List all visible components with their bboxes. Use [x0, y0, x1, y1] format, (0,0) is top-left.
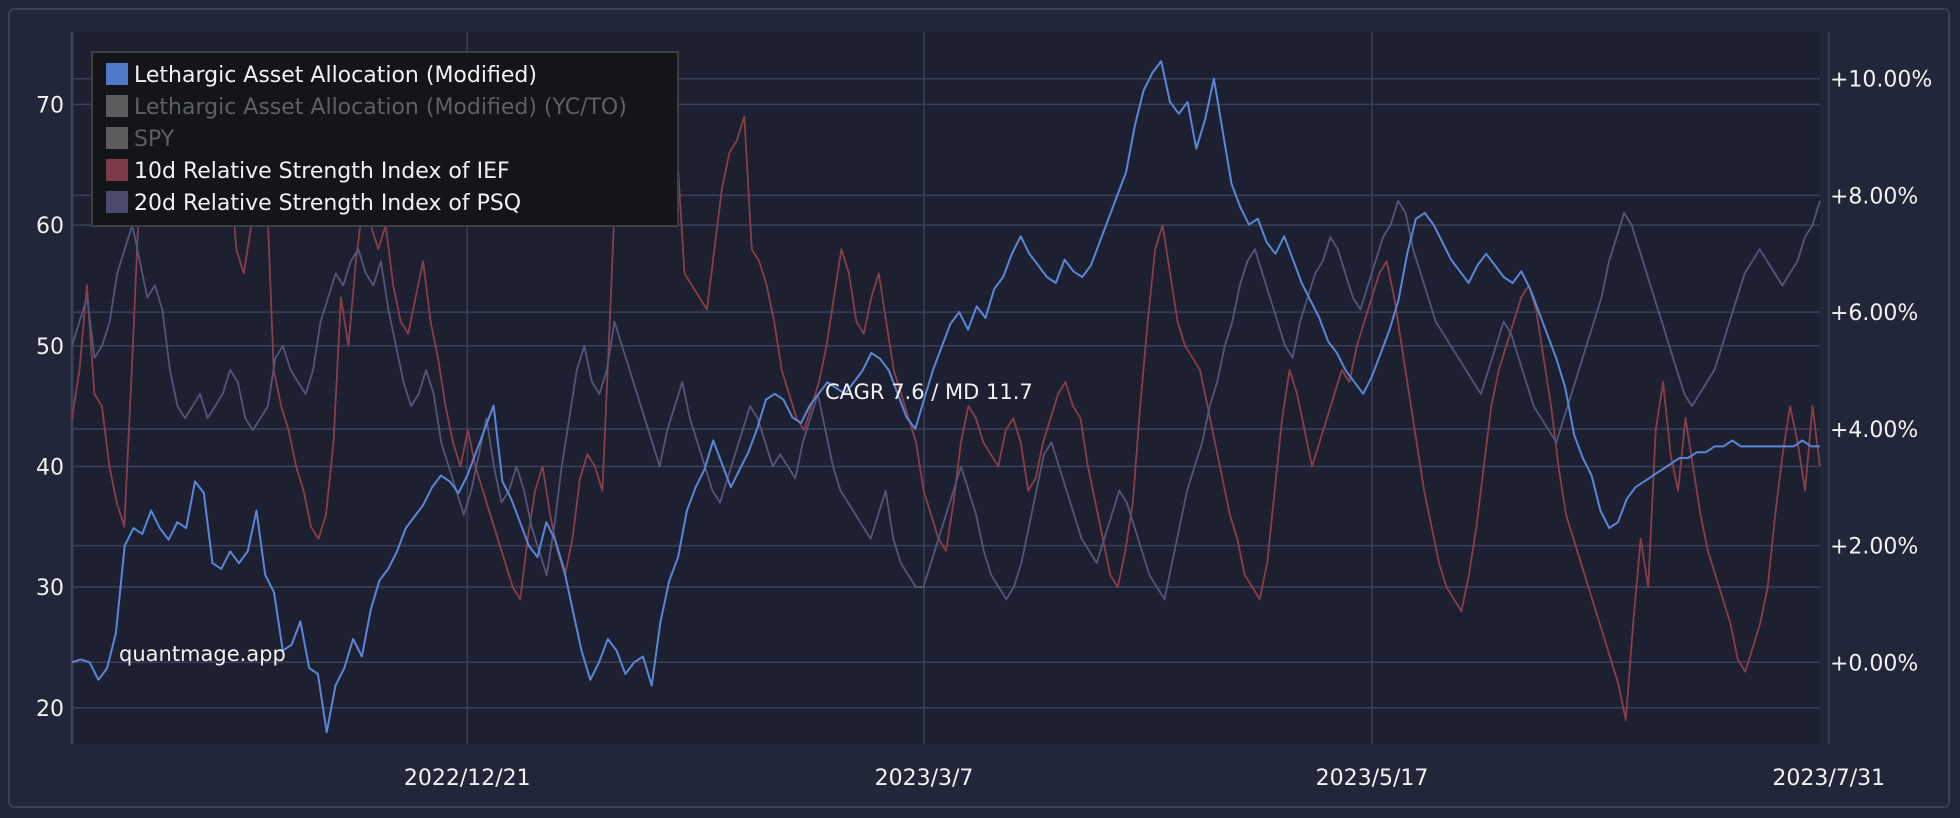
x-tick-label: 2023/5/17 [1316, 766, 1429, 791]
y-left-tick-label: 70 [36, 93, 64, 118]
line-chart: 20 30 40 50 60 70 +0.00% +2.00% +4.00% +6.00% +8.0… [36, 32, 1932, 791]
legend-swatch [106, 63, 128, 85]
series-line-lethargic-asset-allocation [71, 60, 1820, 734]
y-right-tick-label: +6.00% [1830, 301, 1918, 326]
legend-entry-label[interactable]: SPY [134, 127, 175, 152]
y-left-tick-label: 30 [36, 576, 64, 601]
legend-entry-label[interactable]: Lethargic Asset Allocation (Modified) [134, 63, 537, 88]
chart-frame: 20 30 40 50 60 70 +0.00% +2.00% +4.00% +6.00% +8.0… [8, 8, 1950, 808]
y-left-tick-label: 40 [36, 455, 64, 480]
y-left-tick-label: 20 [36, 697, 64, 722]
legend-entry-label[interactable]: Lethargic Asset Allocation (Modified) (Y… [134, 95, 627, 120]
y-right-tick-label: +0.00% [1830, 651, 1918, 676]
y-right-tick-label: +4.00% [1830, 418, 1918, 443]
legend-swatch [106, 95, 128, 117]
grid [70, 32, 1830, 744]
legend-entry-label[interactable]: 10d Relative Strength Index of IEF [134, 159, 510, 184]
watermark-text: quantmage.app [119, 642, 286, 666]
x-tick-label: 2022/12/21 [404, 766, 531, 791]
legend: Lethargic Asset Allocation (Modified) Let… [91, 51, 679, 227]
axes: 20 30 40 50 60 70 +0.00% +2.00% +4.00% +6.00% +8.0… [36, 68, 1932, 791]
y-right-tick-label: +2.00% [1830, 535, 1918, 560]
y-right-tick-label: +8.00% [1830, 184, 1918, 209]
y-left-tick-label: 60 [36, 214, 64, 239]
y-right-tick-label: +10.00% [1830, 68, 1932, 93]
x-tick-label: 2023/3/7 [875, 766, 974, 791]
legend-swatch [106, 127, 128, 149]
legend-box [91, 51, 679, 227]
legend-entry-label[interactable]: 20d Relative Strength Index of PSQ [134, 191, 521, 216]
legend-swatch [106, 159, 128, 181]
legend-swatch [106, 191, 128, 213]
x-tick-label: 2023/7/31 [1772, 766, 1885, 791]
performance-annotation: CAGR 7.6 / MD 11.7 [825, 380, 1033, 404]
series-line-rsi-psq [71, 199, 1821, 601]
y-left-tick-label: 50 [36, 335, 64, 360]
